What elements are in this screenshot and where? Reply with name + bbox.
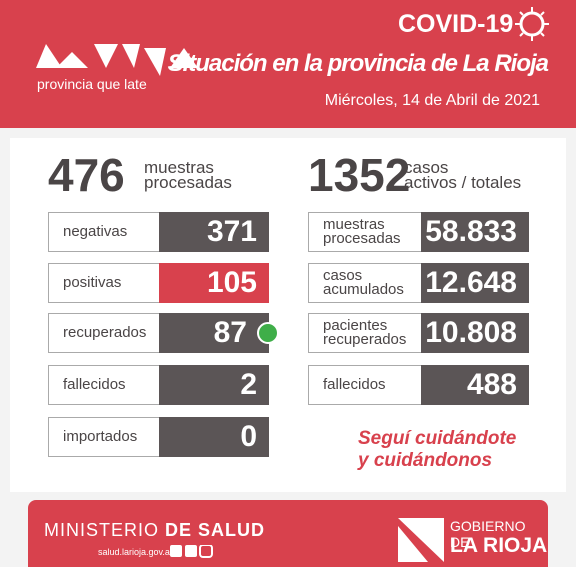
- total-label-line: procesadas: [144, 173, 232, 192]
- virus-icon: [515, 7, 549, 41]
- row-label: pacientes recuperados: [323, 317, 407, 348]
- row-value: 12.648: [421, 263, 529, 303]
- row-label-line: pacientes: [323, 317, 388, 334]
- row-label-line: procesadas: [323, 230, 401, 247]
- government: GOBIERNO DE: [450, 518, 526, 550]
- row: pacientes recuperados 10.808: [308, 313, 529, 353]
- social-icons: [170, 545, 213, 558]
- ministry-text: MINISTERIO: [44, 520, 160, 540]
- row-value: 0: [159, 417, 269, 457]
- row-label-line: muestras: [323, 216, 385, 233]
- total: 476: [48, 149, 125, 201]
- row-label-line: positivas: [63, 274, 122, 291]
- slogan: Seguí cuidándote y cuidándonos: [358, 428, 516, 472]
- footer: MINISTERIO DE SALUD salud.larioja.gov.ar…: [28, 500, 548, 567]
- row-label: fallecidos: [63, 376, 126, 393]
- row: recuperados 87: [48, 313, 279, 353]
- row-label: muestras procesadas: [323, 216, 401, 247]
- row-label-line: importados: [63, 428, 138, 445]
- row-label-line: negativas: [63, 223, 128, 240]
- row-value: 488: [421, 365, 529, 405]
- badge: COVID-19: [398, 10, 514, 38]
- ministry-text: DE SALUD: [165, 520, 266, 540]
- row-label: casos acumulados: [323, 267, 404, 298]
- row: negativas 371: [48, 212, 269, 252]
- row-value: 2: [159, 365, 269, 405]
- logo: [36, 44, 198, 76]
- gov-logo: [398, 518, 444, 562]
- row-label: positivas: [63, 274, 122, 291]
- thumb-icon: [257, 322, 279, 344]
- row: fallecidos 2: [48, 365, 269, 405]
- header: provincia que late COVID-19 Situación en…: [0, 0, 576, 128]
- tagline: provincia que late: [37, 76, 147, 92]
- slogan-line: Seguí cuidándote: [358, 428, 517, 449]
- website: salud.larioja.gov.ar: [98, 547, 173, 557]
- row-label-line: fallecidos: [323, 376, 386, 393]
- slogan-line: y cuidándonos: [358, 450, 493, 471]
- row: muestras procesadas 58.833: [308, 212, 529, 252]
- total-label-line: muestras: [144, 158, 214, 177]
- total-label-line: activos / totales: [404, 173, 522, 192]
- row: fallecidos 488: [308, 365, 529, 405]
- row-value: 58.833: [421, 212, 529, 252]
- total: 1352: [308, 149, 411, 201]
- total-label: muestras procesadas: [144, 158, 232, 192]
- total-label: casos activos / totales: [404, 158, 522, 192]
- row-label-line: acumulados: [323, 281, 404, 298]
- row-value: 105: [159, 263, 269, 303]
- total-label-line: casos: [404, 158, 449, 177]
- row-value: 371: [159, 212, 269, 252]
- ministry: MINISTERIO DE SALUD: [44, 520, 265, 541]
- government: LA RIOJA: [450, 534, 548, 557]
- row: importados 0: [48, 417, 269, 457]
- title: Situación en la provincia de La Rioja: [167, 50, 549, 77]
- row-label-line: fallecidos: [63, 376, 126, 393]
- row-label-line: recuperados: [63, 324, 147, 341]
- row-value: 10.808: [421, 313, 529, 353]
- row-label-line: casos: [323, 267, 363, 284]
- row-value: 87: [159, 313, 269, 353]
- row-label: importados: [63, 428, 138, 445]
- row-label: negativas: [63, 223, 128, 240]
- date: Miércoles, 14 de Abril de 2021: [324, 92, 540, 109]
- row-label: fallecidos: [323, 376, 386, 393]
- row-label-line: recuperados: [323, 331, 407, 348]
- row: casos acumulados 12.648: [308, 263, 529, 303]
- row-label: recuperados: [63, 324, 147, 341]
- row: positivas 105: [48, 263, 269, 303]
